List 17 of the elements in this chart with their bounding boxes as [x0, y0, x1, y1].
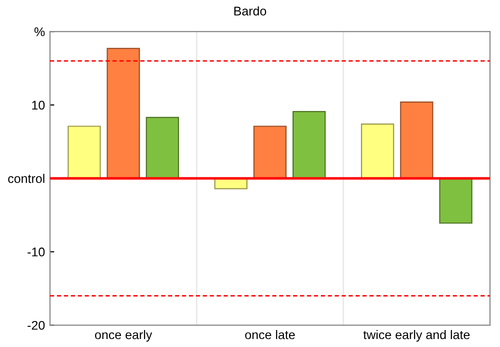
- x-tick-label: twice early and late: [363, 330, 470, 342]
- y-tick-label: control: [8, 174, 44, 184]
- y-tick-label: 10: [32, 100, 45, 110]
- y-tick-label: -20: [28, 320, 45, 330]
- bar: [106, 48, 140, 179]
- bar: [146, 116, 180, 179]
- x-tick-label: once late: [245, 330, 295, 340]
- bar: [292, 111, 326, 179]
- bar: [360, 123, 394, 179]
- bar: [68, 126, 101, 179]
- chart-title: Bardo: [234, 6, 266, 16]
- bar: [400, 101, 434, 179]
- x-tick-label: once early: [95, 330, 152, 342]
- y-tick-label: %: [34, 27, 45, 36]
- bar: [253, 126, 287, 179]
- y-tick-label: -10: [28, 248, 45, 256]
- bar: [439, 178, 472, 224]
